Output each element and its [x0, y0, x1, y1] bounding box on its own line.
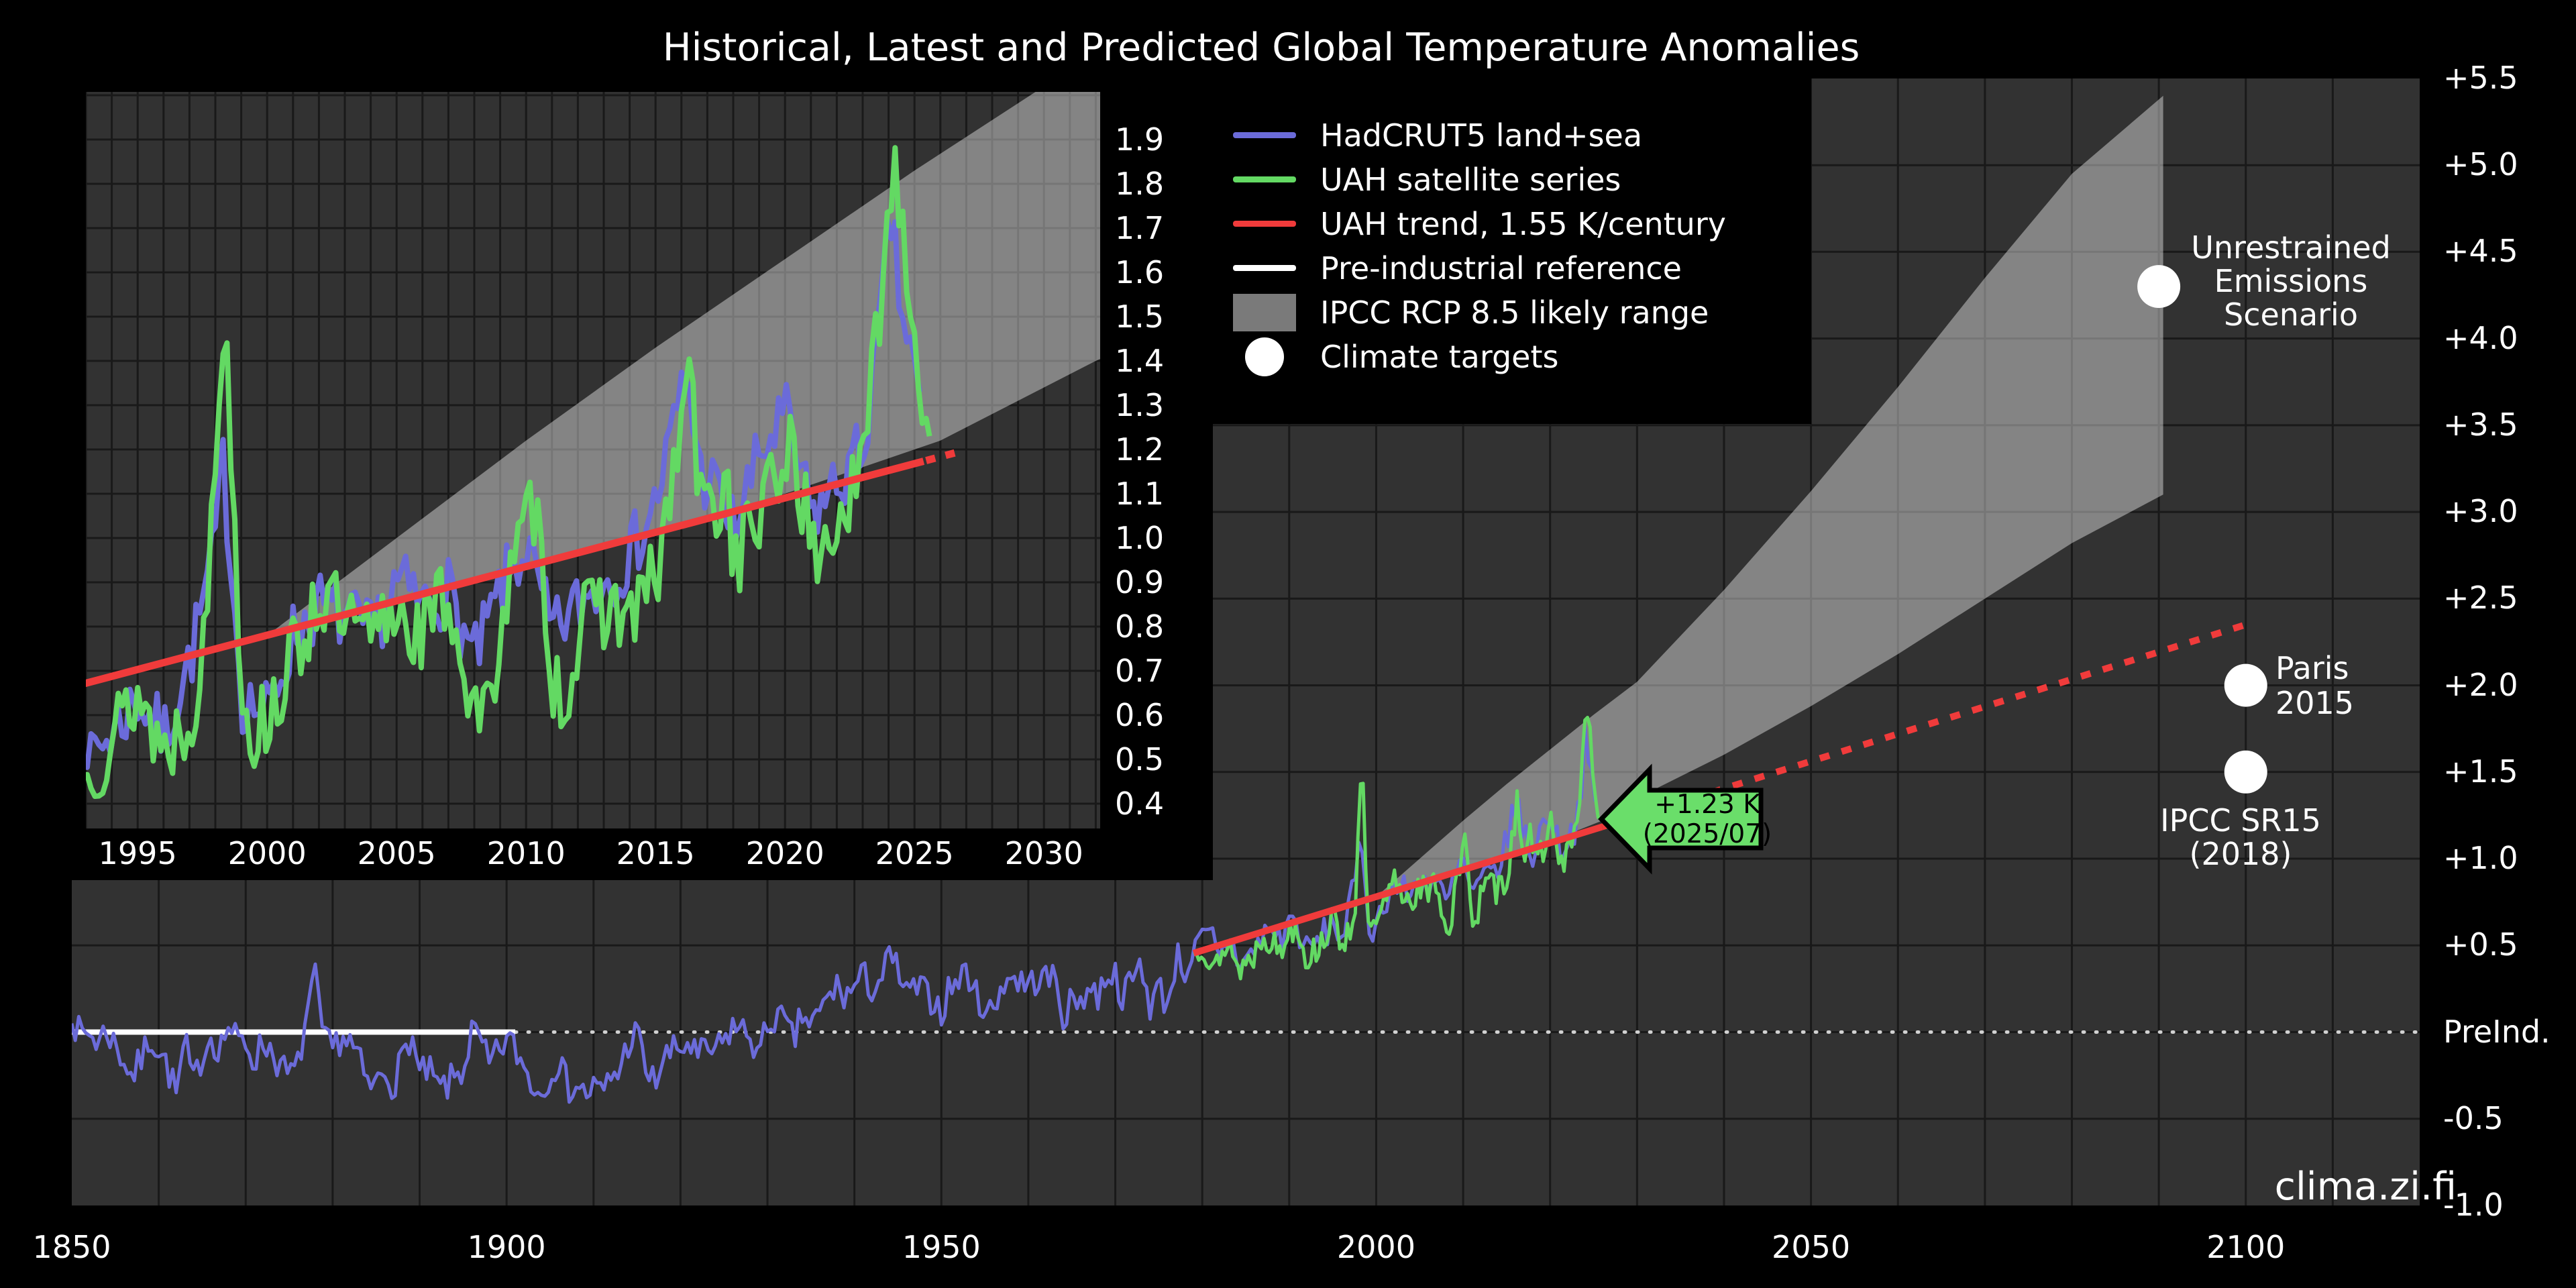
main-y-tick: -0.5	[2443, 1099, 2504, 1136]
main-x-tick: 2100	[2206, 1229, 2286, 1265]
inset-y-tick: 1.6	[1115, 254, 1165, 290]
target-label-paris: Paris 2015	[2275, 650, 2355, 721]
inset-y-tick: 1.5	[1115, 299, 1165, 335]
legend-item-reference: Pre-industrial reference	[1211, 246, 1811, 290]
main-y-tick: PreInd.	[2443, 1013, 2551, 1050]
inset-y-tick: 1.8	[1115, 166, 1165, 202]
main-x-tick: 2000	[1336, 1229, 1415, 1265]
latest-value: +1.23 K	[1654, 789, 1760, 820]
legend-label: Climate targets	[1320, 339, 1559, 375]
target-circle-swatch-icon	[1245, 337, 1284, 376]
inset-y-tick: 1.9	[1115, 121, 1165, 158]
inset-x-tick: 2015	[616, 835, 695, 871]
legend-label: IPCC RCP 8.5 likely range	[1320, 294, 1709, 331]
uah-line-swatch-icon	[1233, 176, 1296, 182]
inset-y-tick: 1.2	[1115, 431, 1165, 468]
legend-label: Pre-industrial reference	[1320, 250, 1682, 286]
legend-item-band: IPCC RCP 8.5 likely range	[1211, 290, 1811, 335]
watermark: clima.zi.fi	[2274, 1165, 2457, 1209]
inset-y-tick: 1.1	[1115, 476, 1165, 512]
climate-target-dot-2	[2224, 750, 2267, 794]
climate-target-dot-1	[2224, 663, 2267, 707]
inset-y-tick: 1.4	[1115, 343, 1165, 379]
main-y-tick: +4.5	[2443, 233, 2518, 270]
band-patch-swatch-icon	[1233, 294, 1296, 331]
legend-item-trend: UAH trend, 1.55 K/century	[1211, 202, 1811, 246]
main-y-tick: +3.5	[2443, 406, 2518, 443]
inset-y-tick: 0.9	[1115, 564, 1165, 600]
target-label-unrestrained: Unrestrained Emissions Scenario	[2191, 229, 2391, 333]
legend-label: UAH satellite series	[1320, 162, 1621, 198]
main-y-tick: +5.5	[2443, 59, 2518, 96]
main-y-tick: -1.0	[2443, 1186, 2504, 1223]
target-label-ipcc-sr15: IPCC SR15 (2018)	[2160, 802, 2321, 872]
main-y-tick: +0.5	[2443, 926, 2518, 963]
climate-target-dot-0	[2137, 265, 2181, 309]
legend-item-uah: UAH satellite series	[1211, 158, 1811, 202]
inset-x-tick: 2020	[745, 835, 824, 871]
hadcrut-line-swatch-icon	[1233, 132, 1296, 138]
main-y-tick: +5.0	[2443, 146, 2518, 183]
main-y-tick: +2.5	[2443, 580, 2518, 616]
main-y-tick: +1.5	[2443, 753, 2518, 790]
inset-y-tick: 0.5	[1115, 741, 1165, 777]
inset-x-tick: 2005	[357, 835, 436, 871]
latest-date: (2025/07)	[1642, 818, 1772, 849]
inset-y-tick: 0.8	[1115, 608, 1165, 645]
main-y-tick: +4.0	[2443, 319, 2518, 356]
inset-plot	[86, 92, 1100, 828]
inset-x-tick: 2025	[875, 835, 954, 871]
reference-line-swatch-icon	[1233, 265, 1296, 271]
inset-y-tick: 1.3	[1115, 387, 1165, 423]
main-y-tick: +3.0	[2443, 493, 2518, 530]
main-x-tick: 1850	[32, 1229, 111, 1265]
latest-value-arrow-icon	[1598, 763, 1764, 875]
inset-y-tick: 0.4	[1115, 786, 1165, 822]
legend-item-hadcrut: HadCRUT5 land+sea	[1211, 113, 1811, 158]
legend-label: HadCRUT5 land+sea	[1320, 117, 1643, 154]
main-y-tick: +2.0	[2443, 666, 2518, 703]
inset-x-tick: 2000	[227, 835, 307, 871]
main-y-tick: +1.0	[2443, 840, 2518, 877]
inset-y-tick: 1.7	[1115, 210, 1165, 246]
trend-line-swatch-icon	[1233, 221, 1296, 227]
inset-x-tick: 2030	[1004, 835, 1083, 871]
main-x-tick: 1950	[902, 1229, 981, 1265]
main-x-tick: 2050	[1772, 1229, 1851, 1265]
inset-x-tick: 1995	[98, 835, 177, 871]
main-x-tick: 1900	[467, 1229, 546, 1265]
legend-label: UAH trend, 1.55 K/century	[1320, 206, 1726, 242]
inset-y-tick: 0.7	[1115, 653, 1165, 689]
latest-value-annotation: +1.23 K (2025/07)	[1640, 790, 1774, 849]
inset-x-tick: 2010	[486, 835, 566, 871]
inset-y-tick: 1.0	[1115, 520, 1165, 556]
legend-item-targets: Climate targets	[1211, 335, 1811, 379]
page-title: Historical, Latest and Predicted Global …	[662, 25, 1860, 70]
legend: HadCRUT5 land+sea UAH satellite series U…	[1211, 74, 1811, 424]
inset-y-tick: 0.6	[1115, 697, 1165, 733]
